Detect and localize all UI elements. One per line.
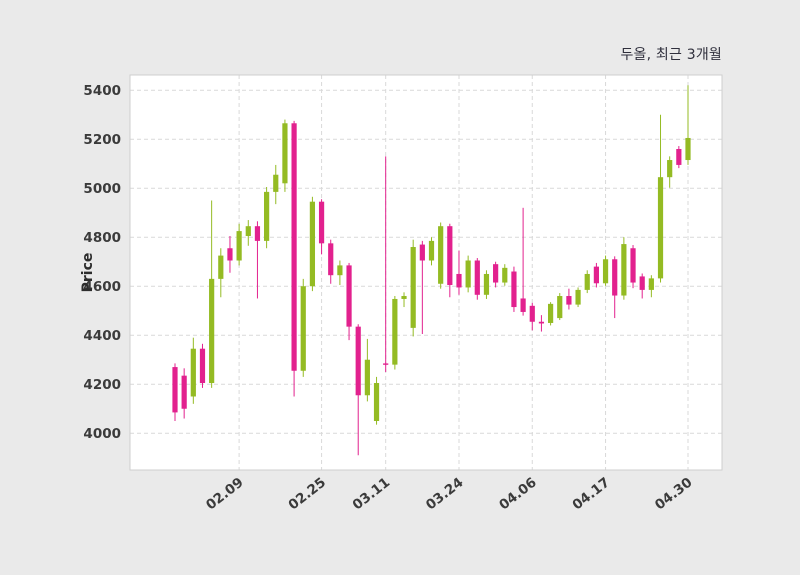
x-tick-label: 04.30 bbox=[652, 475, 696, 514]
candle-body-down bbox=[291, 123, 297, 371]
y-tick-label: 5400 bbox=[83, 83, 121, 99]
candle-body-down bbox=[493, 264, 499, 283]
candle-body-up bbox=[392, 298, 398, 365]
candle-body-up bbox=[428, 240, 435, 261]
candle-body-up bbox=[410, 247, 416, 328]
candle-body-up bbox=[190, 348, 196, 397]
x-tick-label: 04.17 bbox=[570, 475, 614, 514]
candle-body-down bbox=[172, 367, 178, 413]
candle-body-up bbox=[584, 273, 590, 290]
candle-body-down bbox=[676, 149, 682, 165]
candle-body-down bbox=[318, 201, 325, 244]
candle-body-down bbox=[474, 260, 480, 295]
y-tick-label: 5200 bbox=[83, 132, 121, 148]
candle-body-down bbox=[456, 273, 462, 288]
candle-body-up bbox=[648, 278, 654, 290]
candle-body-down bbox=[181, 375, 187, 409]
candle-body-down bbox=[227, 248, 233, 261]
x-tick-label: 04.06 bbox=[496, 475, 540, 514]
y-tick-label: 4800 bbox=[83, 230, 121, 246]
candle-body-down bbox=[630, 248, 636, 283]
candle-body-up bbox=[401, 296, 407, 299]
candle-body-up bbox=[621, 244, 627, 296]
candle-body-down bbox=[639, 276, 645, 290]
candle-body-down bbox=[355, 326, 361, 396]
x-tick-label: 02.09 bbox=[203, 475, 247, 514]
plot-border bbox=[129, 74, 723, 471]
candle-body-up bbox=[282, 123, 288, 184]
candle-body-up bbox=[438, 226, 444, 284]
candle-body-down bbox=[383, 363, 389, 365]
x-tick-label: 03.24 bbox=[423, 475, 467, 514]
candle-body-up bbox=[557, 296, 563, 319]
candle-body-up bbox=[465, 260, 471, 288]
candle-body-up bbox=[264, 191, 270, 241]
candle-body-down bbox=[328, 243, 334, 276]
candle-body-up bbox=[685, 137, 691, 161]
x-tick-label: 03.11 bbox=[350, 475, 394, 514]
price-axis-label: Price bbox=[80, 253, 96, 293]
candle-body-down bbox=[529, 305, 535, 322]
x-tick-label: 02.25 bbox=[286, 475, 330, 514]
chart-title: 두올, 최근 3개월 bbox=[620, 47, 722, 63]
candle-body-down bbox=[511, 271, 517, 308]
candle-body-down bbox=[520, 298, 526, 312]
y-tick-label: 5000 bbox=[83, 181, 121, 197]
y-tick-label: 4400 bbox=[83, 328, 121, 344]
candle-body-up bbox=[218, 255, 224, 279]
y-tick-label: 4000 bbox=[83, 426, 121, 442]
candle-body-up bbox=[300, 286, 306, 371]
candle-body-up bbox=[667, 160, 673, 178]
candle-body-up bbox=[502, 267, 508, 283]
candle-body-up bbox=[373, 383, 380, 421]
candle-body-up bbox=[236, 231, 242, 261]
candle-body-up bbox=[602, 259, 609, 284]
candle-body-down bbox=[346, 265, 352, 327]
candle-body-down bbox=[566, 296, 572, 305]
candle-body-up bbox=[245, 226, 251, 236]
candle-body-down bbox=[199, 348, 206, 384]
y-tick-label: 4200 bbox=[83, 377, 121, 393]
candle-body-down bbox=[447, 226, 453, 285]
candle-body-down bbox=[593, 266, 599, 284]
candle-body-up bbox=[209, 278, 215, 384]
candle-body-up bbox=[547, 303, 554, 323]
candle-body-down bbox=[419, 244, 425, 261]
candle-body-down bbox=[254, 226, 261, 241]
candle-body-up bbox=[657, 177, 664, 279]
candle-body-up bbox=[364, 359, 370, 396]
y-tick-label: 4600 bbox=[83, 279, 121, 295]
candle-body-up bbox=[483, 273, 490, 295]
candle-body-down bbox=[538, 321, 545, 324]
candle-body-down bbox=[612, 259, 618, 296]
candle-body-up bbox=[309, 201, 316, 287]
candle-body-up bbox=[273, 174, 279, 192]
candle-body-up bbox=[337, 265, 343, 276]
candle-body-up bbox=[575, 289, 581, 305]
